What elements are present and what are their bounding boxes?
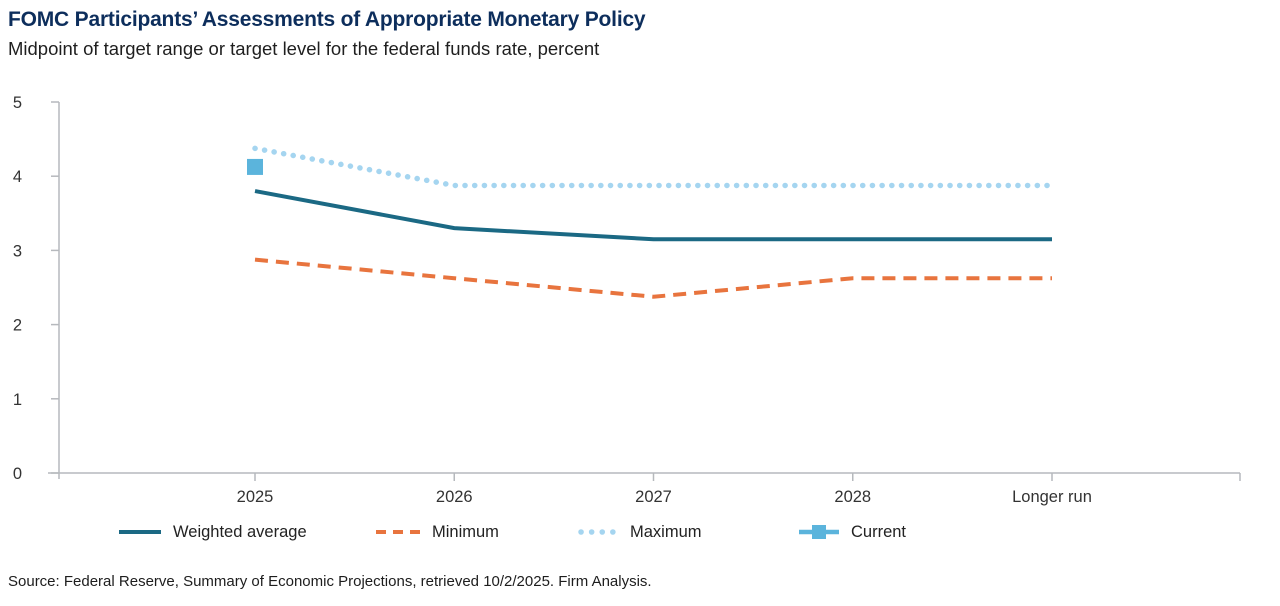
y-tick-label: 4 [13,168,22,186]
minimum-dashed-swatch [376,530,420,534]
source-note: Source: Federal Reserve, Summary of Econ… [8,573,652,590]
y-tick-label: 0 [13,465,22,483]
legend-item-maximum: Maximum [577,520,702,544]
maximum-dotted-swatch [578,529,619,535]
legend-label-current: Current [851,522,907,541]
legend-label-weighted-average: Weighted average [173,522,307,541]
plot-area: 0 1 2 3 4 5 2025 2026 2027 2028 Longer run [13,94,1241,506]
x-tick-label: Longer run [1012,488,1092,506]
y-tick-label: 5 [13,94,22,112]
series-weighted-average-line [254,189,1052,242]
y-tick-label: 3 [13,242,22,260]
legend-item-current: Current [798,520,906,544]
series-minimum-line [254,257,1052,299]
chart-title: FOMC Participants’ Assessments of Approp… [8,8,646,31]
legend-item-weighted-average: Weighted average [118,520,307,544]
x-tick-label: 2026 [436,488,473,506]
x-tick-label: 2028 [834,488,871,506]
legend-label-minimum: Minimum [432,522,499,541]
series-current-marker [247,158,263,175]
chart-legend: Weighted average Minimum Maximum Current [0,520,1280,544]
x-tick-label: 2027 [635,488,672,506]
legend-label-maximum: Maximum [630,522,702,541]
weighted-average-line-swatch [119,530,161,534]
y-tick-label: 2 [13,317,22,335]
chart-subtitle: Midpoint of target range or target level… [8,38,600,59]
x-tick-label: 2025 [237,488,274,506]
series-maximum-line [252,145,1055,189]
y-tick-label: 1 [13,391,22,409]
current-square-swatch [799,525,839,539]
legend-item-minimum: Minimum [375,520,499,544]
